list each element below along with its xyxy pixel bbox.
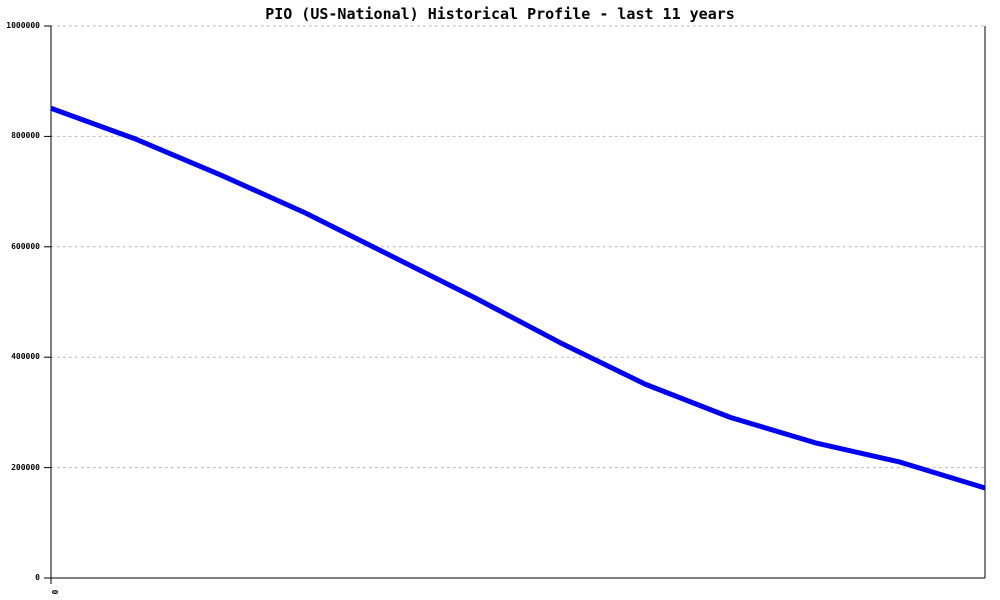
y-tick-label: 800000 (11, 131, 40, 141)
chart-title: PIO (US-National) Historical Profile - l… (265, 5, 735, 23)
y-tick-label: 400000 (11, 352, 40, 362)
y-tick-label: 200000 (11, 462, 40, 472)
data-line (50, 105, 986, 491)
y-tick-label: 600000 (11, 241, 40, 251)
y-tick-label: 0 (35, 573, 40, 582)
x-tick-label: 0 (50, 589, 59, 595)
y-tick-label: 1000000 (6, 21, 40, 30)
